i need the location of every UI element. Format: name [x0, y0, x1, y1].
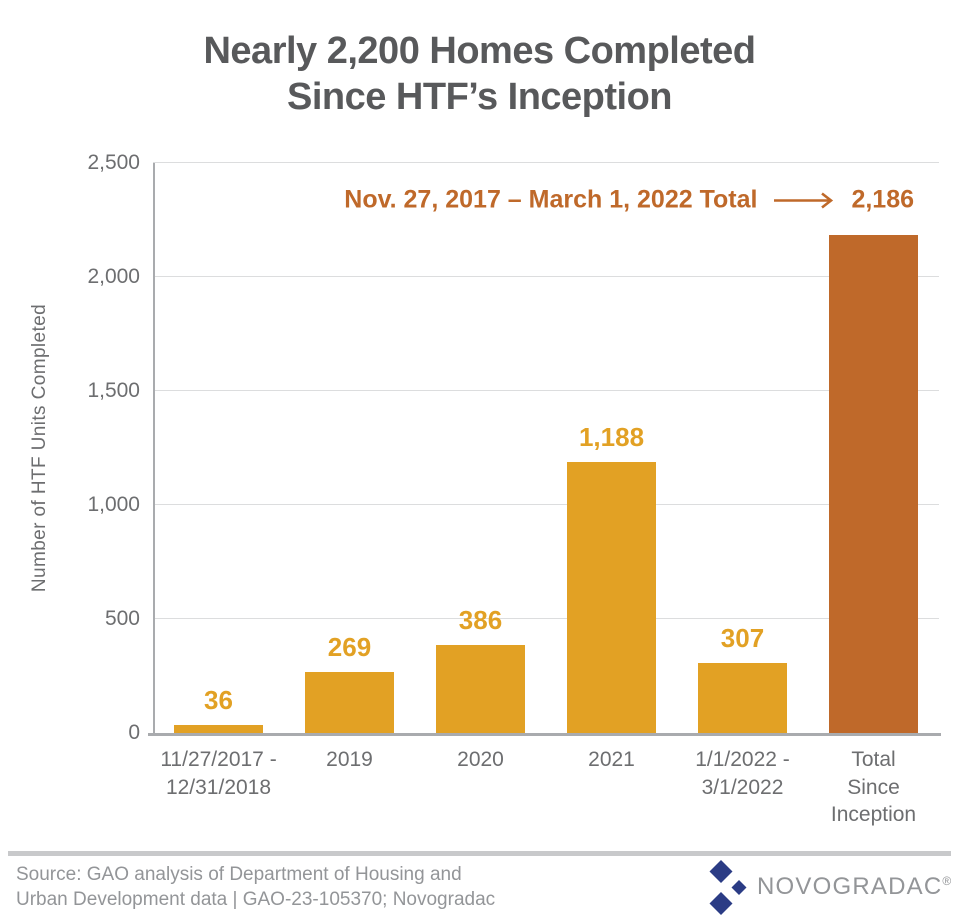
- x-tick-label: 2020: [457, 748, 504, 771]
- bar: [436, 645, 525, 733]
- bar: [305, 672, 394, 733]
- gridline: [153, 618, 939, 619]
- gridline: [153, 504, 939, 505]
- y-tick-label: 500: [104, 607, 140, 630]
- y-axis-title: Number of HTF Units Completed: [29, 303, 50, 593]
- bar: [829, 235, 918, 733]
- source-line2: Urban Development data | GAO-23-105370; …: [16, 889, 496, 911]
- bar: [698, 663, 787, 733]
- gridline: [153, 162, 939, 163]
- annotation-value: 2,186: [851, 185, 914, 214]
- x-tick-label: Total Since Inception: [830, 748, 917, 827]
- y-tick-label: 2,500: [87, 151, 140, 174]
- gridline: [153, 390, 939, 391]
- bar-slot: [808, 163, 939, 733]
- total-annotation: Nov. 27, 2017 – March 1, 2022 Total 2,18…: [344, 186, 914, 215]
- bars: 36 269 386 1,188 307: [153, 163, 939, 733]
- x-axis-labels: 11/27/2017 -12/31/2018 2019 2020 2021 1/1/20…: [153, 746, 939, 829]
- gridline: [153, 276, 939, 277]
- bar-value-label: 307: [720, 623, 765, 653]
- y-tick-label: 1,000: [87, 493, 140, 516]
- source-line1: Source: GAO analysis of Department of Ho…: [16, 864, 462, 885]
- registered-mark: ®: [942, 874, 952, 888]
- bar-slot: 1,188: [546, 163, 677, 733]
- y-tick-label: 0: [128, 721, 140, 744]
- x-tick-label: 2019: [326, 748, 373, 771]
- bar-slot: 36: [153, 163, 284, 733]
- plot-area: 36 269 386 1,188 307: [148, 162, 941, 736]
- annotation-text: Nov. 27, 2017 – March 1, 2022 Total: [344, 185, 758, 214]
- x-tick-label: 11/27/2017 -12/31/2018: [160, 748, 277, 799]
- chart-title-line2: Since HTF’s Inception: [286, 76, 673, 119]
- source-note: Source: GAO analysis of Department of Ho…: [16, 862, 495, 912]
- novogradac-logo: NOVOGRADAC®: [701, 858, 951, 916]
- y-tick-label: 2,000: [87, 265, 140, 288]
- bar-slot: 386: [415, 163, 546, 733]
- y-tick-label: 1,500: [87, 379, 140, 402]
- chart-title: Nearly 2,200 Homes Completed Since HTF’s…: [0, 28, 959, 121]
- novogradac-wordmark: NOVOGRADAC®: [757, 873, 952, 900]
- x-tick-label: 2021: [588, 748, 635, 771]
- bar-value-label: 1,188: [578, 422, 645, 452]
- bar-value-label: 36: [204, 685, 233, 715]
- y-axis-line: [153, 163, 155, 733]
- bar: [174, 725, 263, 733]
- novogradac-diamonds-icon: [709, 860, 747, 915]
- bar-slot: 307: [677, 163, 808, 733]
- bar-value-label: 269: [327, 632, 372, 662]
- bar-value-label: 386: [458, 605, 503, 635]
- bar-slot: 269: [284, 163, 415, 733]
- x-tick-label: 1/1/2022 -3/1/2022: [695, 748, 790, 799]
- right-arrow-icon: [774, 191, 834, 209]
- x-axis-line: [148, 733, 941, 736]
- footer-divider: [8, 851, 951, 856]
- bar: [567, 462, 656, 733]
- chart-title-line1: Nearly 2,200 Homes Completed: [203, 30, 756, 72]
